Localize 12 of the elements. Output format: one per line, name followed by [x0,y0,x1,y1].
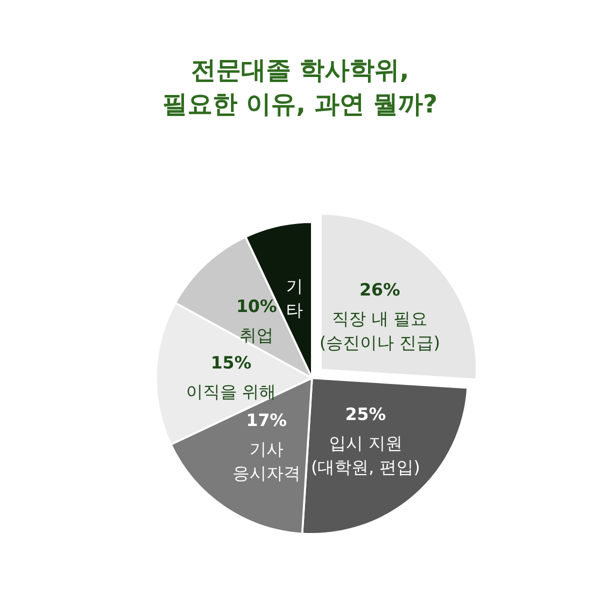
slice-label: 기 타 [286,276,303,321]
slice-label: 이직을 위해 [186,382,276,402]
slice-label: 입시 지원 (대학원, 편입) [311,434,420,478]
data-label: 10% [236,296,277,317]
data-label: 26% [359,280,400,300]
slice-label: 기사 응시자격 [232,440,300,484]
chart-title: 전문대졸 학사학위, 필요한 이유, 과연 뭘까? [162,56,438,118]
data-label: 17% [246,410,287,431]
data-label: 25% [345,404,386,425]
data-label: 15% [210,353,252,374]
slice-label: 직장 내 필요 (승진이나 진급) [319,309,440,354]
slice-label: 취업 [240,326,274,346]
